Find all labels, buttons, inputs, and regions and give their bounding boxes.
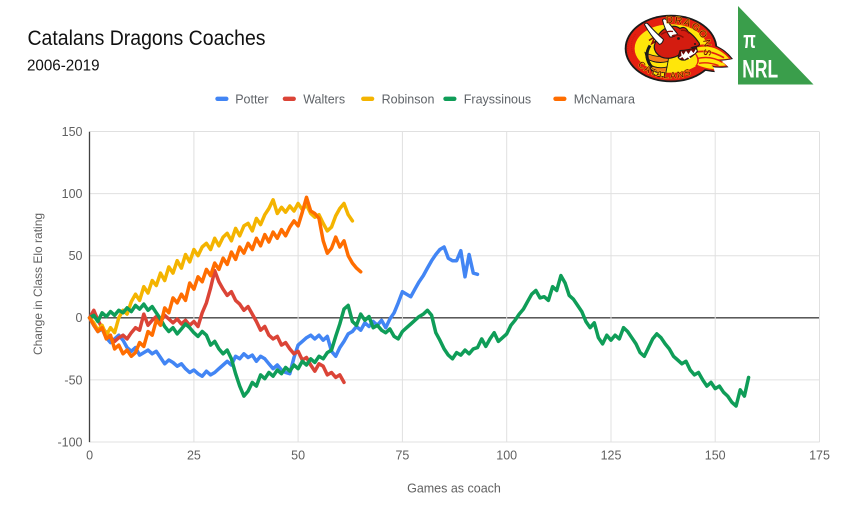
svg-text:-50: -50	[64, 373, 82, 387]
svg-text:Robinson: Robinson	[382, 92, 435, 106]
svg-text:NRL: NRL	[742, 56, 778, 84]
svg-text:100: 100	[496, 449, 517, 463]
svg-text:McNamara: McNamara	[574, 92, 635, 106]
svg-text:Games as coach: Games as coach	[407, 482, 501, 496]
svg-text:-100: -100	[57, 435, 82, 449]
svg-text:50: 50	[291, 449, 305, 463]
svg-text:π: π	[743, 27, 756, 54]
svg-text:Potter: Potter	[235, 92, 268, 106]
svg-text:150: 150	[705, 449, 726, 463]
svg-text:0: 0	[86, 449, 93, 463]
svg-text:125: 125	[601, 449, 622, 463]
svg-text:100: 100	[62, 187, 83, 201]
svg-text:25: 25	[187, 449, 201, 463]
svg-text:Walters: Walters	[303, 92, 345, 106]
svg-text:175: 175	[809, 449, 830, 463]
svg-text:Frayssinous: Frayssinous	[464, 92, 531, 106]
svg-text:0: 0	[76, 311, 83, 325]
svg-text:2006-2019: 2006-2019	[27, 58, 100, 75]
svg-text:150: 150	[62, 125, 83, 139]
svg-text:Change in Class Elo rating: Change in Class Elo rating	[31, 213, 45, 355]
svg-text:Catalans Dragons Coaches: Catalans Dragons Coaches	[28, 27, 266, 50]
svg-text:50: 50	[69, 249, 83, 263]
svg-text:75: 75	[395, 449, 409, 463]
